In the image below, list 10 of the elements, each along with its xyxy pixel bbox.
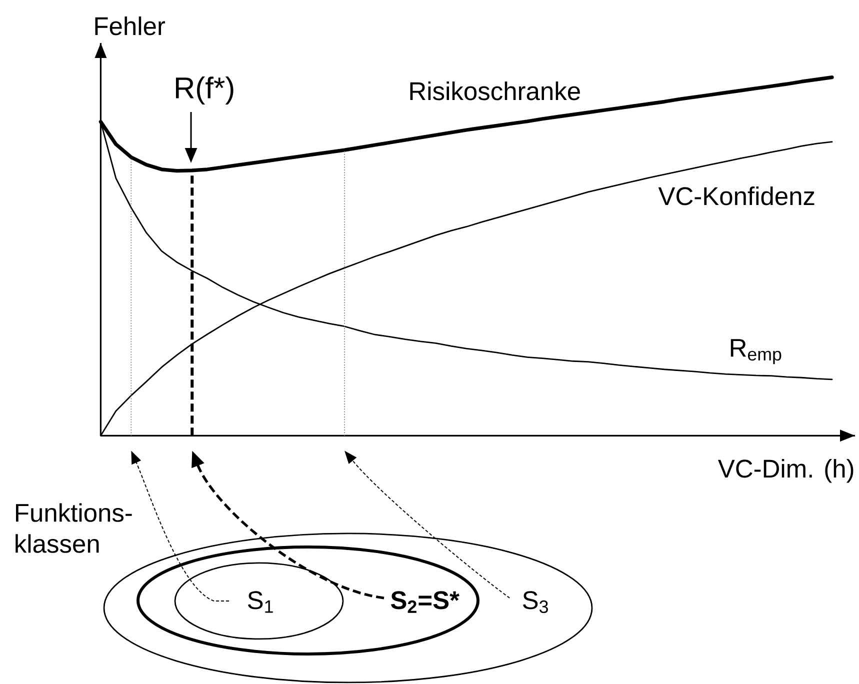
y-axis-title: Fehler: [95, 16, 166, 36]
annotation: R(f*): [176, 76, 234, 104]
series-label: R$_{emp}$: [730, 339, 782, 364]
text: Funktions-klassen: [16, 503, 132, 553]
text: S$_{3}$: [522, 591, 548, 614]
text: S$_{1}$: [248, 591, 273, 613]
x-axis-title: VC-Dim. (h): [718, 459, 854, 483]
series-label: Risikoschranke: [410, 82, 580, 100]
series-label: VC-Konfidenz: [658, 186, 814, 206]
text: S$_{2}$=S*: [390, 591, 460, 613]
